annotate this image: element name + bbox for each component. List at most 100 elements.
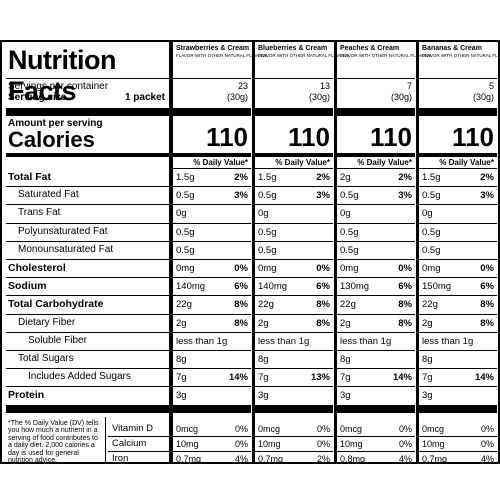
row-divider xyxy=(337,368,415,370)
vitamin-amount: 0.8mg xyxy=(340,454,366,464)
vitamin-daily-value: 4% xyxy=(480,454,494,464)
nutrient-row-sodium: 150mg 6% xyxy=(422,281,494,293)
nutrient-daily-value: 6% xyxy=(234,281,248,293)
row-divider xyxy=(6,186,169,188)
row-divider xyxy=(255,168,333,169)
nutrient-row-trans_fat: 0g xyxy=(176,208,248,220)
calories-value: 110 xyxy=(288,122,330,152)
label-column: Nutrition Facts Servings per container S… xyxy=(6,42,170,462)
row-divider xyxy=(419,331,497,333)
nutrient-row-protein: 3g xyxy=(422,390,494,402)
nutrient-daily-value: 6% xyxy=(316,281,330,293)
product-name: Bananas & Cream xyxy=(422,45,482,52)
row-divider xyxy=(173,386,251,388)
nutrient-label-poly_fat: Polyunsaturated Fat xyxy=(18,225,108,237)
row-divider xyxy=(255,186,333,188)
vitamin-label-iron: Iron xyxy=(112,453,129,464)
nutrient-label-trans_fat: Trans Fat xyxy=(18,207,61,219)
vitamin-row-vit_d: 0mcg 0% xyxy=(176,423,248,435)
row-divider xyxy=(6,240,169,242)
vitamin-amount: 0.7mg xyxy=(258,454,284,464)
vitamin-row-iron: 0.8mg 4% xyxy=(340,453,412,464)
row-divider xyxy=(337,386,415,388)
vitamin-daily-value: 4% xyxy=(234,454,248,464)
nutrient-row-total_fat: 1.5g 2% xyxy=(422,172,494,184)
thick-divider xyxy=(6,108,169,116)
nutrition-facts-panel: Nutrition Facts Servings per container S… xyxy=(0,40,500,464)
row-divider xyxy=(173,331,251,333)
medium-divider xyxy=(255,153,333,157)
thick-divider xyxy=(337,404,415,413)
nutrient-daily-value: 2% xyxy=(316,172,330,183)
daily-value-header: % Daily Value* xyxy=(193,158,248,167)
nutrient-row-total_fat: 1.5g 2% xyxy=(176,172,248,184)
row-divider xyxy=(173,168,251,169)
row-divider xyxy=(419,222,497,224)
nutrient-label-sol_fiber: Soluble Fiber xyxy=(28,334,87,346)
row-divider xyxy=(173,222,251,224)
nutrient-row-added_sugars: 7g 14% xyxy=(340,372,412,384)
product-subtitle: FLAVOR WITH OTHER NATURAL FLAVORS xyxy=(176,53,268,58)
nutrient-row-total_fat: 2g 2% xyxy=(340,172,412,184)
nutrient-amount: 0.5g xyxy=(258,244,277,256)
product-column: Blueberries & Cream FLAVOR WITH OTHER NAT… xyxy=(252,42,349,464)
nutrient-row-sodium: 140mg 6% xyxy=(176,281,248,293)
row-divider xyxy=(419,451,497,452)
nutrient-amount: less than 1g xyxy=(176,335,228,347)
row-divider xyxy=(6,313,169,315)
vitamin-row-iron: 0.7mg 4% xyxy=(176,453,248,464)
row-divider xyxy=(419,386,497,388)
nutrient-daily-value: 14% xyxy=(474,372,494,384)
row-divider xyxy=(173,277,251,279)
servings-per-container-value: 7 xyxy=(406,81,412,91)
nutrient-amount: 0.5g xyxy=(176,226,195,238)
nutrient-amount: 0mg xyxy=(258,263,277,274)
nutrient-amount: 8g xyxy=(422,354,433,365)
vitamin-daily-value: 0% xyxy=(398,439,412,449)
nutrient-row-added_sugars: 7g 14% xyxy=(422,372,494,384)
nutrient-amount: 0g xyxy=(422,208,433,220)
nutrient-row-added_sugars: 7g 14% xyxy=(176,372,248,384)
vitamin-daily-value: 4% xyxy=(398,454,412,464)
servings-per-container-label: Servings per container xyxy=(8,81,109,92)
vitamin-daily-value: 0% xyxy=(398,424,412,434)
serving-grams-value: (30g) xyxy=(390,92,412,102)
row-divider xyxy=(173,295,251,297)
nutrient-row-fiber: 2g 8% xyxy=(422,318,494,330)
product-column: Peaches & Cream FLAVOR WITH OTHER NATURAL… xyxy=(334,42,431,464)
serving-grams-value: (30g) xyxy=(226,92,248,102)
row-divider xyxy=(419,186,497,188)
divider xyxy=(173,78,251,79)
vitamin-amount: 0mcg xyxy=(258,424,281,434)
vitamin-daily-value: 0% xyxy=(316,439,330,449)
nutrient-daily-value: 3% xyxy=(480,190,494,202)
nutrient-row-fiber: 2g 8% xyxy=(176,318,248,330)
nutrient-row-poly_fat: 0.5g xyxy=(422,227,494,239)
vitamin-label-calcium: Calcium xyxy=(112,438,147,449)
nutrient-daily-value: 8% xyxy=(480,299,494,311)
nutrient-amount: 0.5g xyxy=(258,190,277,202)
row-divider xyxy=(337,186,415,188)
row-divider xyxy=(173,451,251,452)
row-divider xyxy=(337,222,415,224)
serving-size-row: Serving size 1 packet xyxy=(8,92,169,104)
row-divider xyxy=(6,259,169,260)
serving-size-value: 1 packet xyxy=(124,92,165,103)
nutrient-row-trans_fat: 0g xyxy=(422,208,494,220)
row-divider xyxy=(419,368,497,370)
servings-per-container-value: 5 xyxy=(488,81,494,91)
nutrient-amount: 2g xyxy=(340,172,351,183)
product-name: Blueberries & Cream xyxy=(258,45,328,52)
nutrient-row-sugars: 8g xyxy=(340,354,412,366)
nutrient-daily-value: 8% xyxy=(316,299,330,311)
calories-value: 110 xyxy=(370,122,412,152)
nutrient-amount: 1.5g xyxy=(422,172,441,183)
thick-divider xyxy=(6,404,169,413)
nutrient-daily-value: 8% xyxy=(398,299,412,311)
nutrient-amount: 0.5g xyxy=(422,244,441,256)
row-divider xyxy=(337,350,415,351)
nutrient-daily-value: 0% xyxy=(398,263,412,274)
medium-divider xyxy=(419,153,497,157)
calories-value: 110 xyxy=(452,122,494,152)
row-divider xyxy=(6,295,169,297)
